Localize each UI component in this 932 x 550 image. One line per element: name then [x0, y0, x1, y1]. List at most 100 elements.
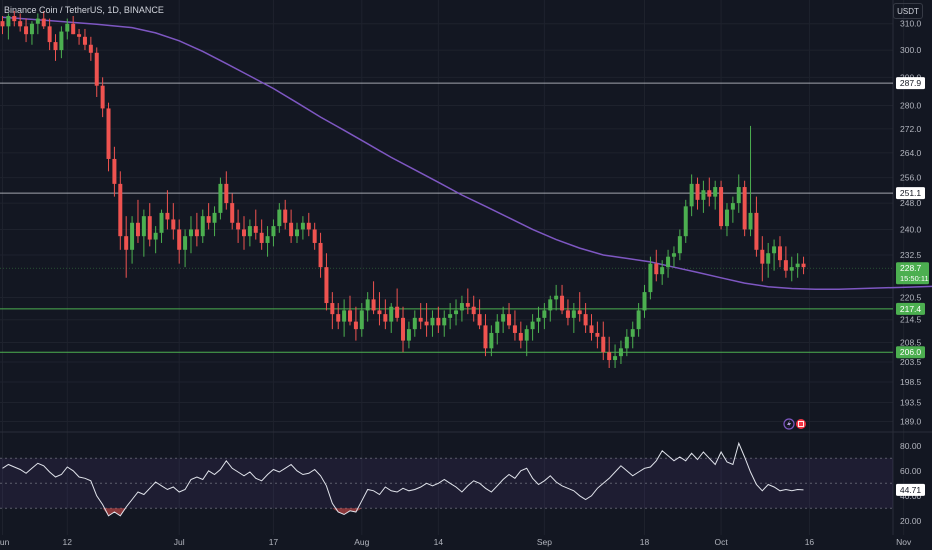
candle-up [677, 229, 682, 261]
candle-up [454, 299, 459, 326]
candle-body [165, 212, 170, 220]
candle-up [683, 199, 688, 243]
candle-up [489, 325, 494, 357]
rsi-oversold-fill [108, 508, 115, 516]
candle-body [41, 18, 46, 27]
candle-down [424, 303, 429, 337]
candle-body [760, 249, 765, 264]
candle-body [324, 267, 329, 304]
candle-down [165, 190, 170, 230]
candle-down [477, 299, 482, 330]
candle-up [153, 226, 158, 254]
candle-body [383, 314, 388, 322]
candle-body [200, 216, 205, 237]
candle-body [348, 310, 353, 322]
candle-body [542, 310, 547, 318]
candle-down [106, 102, 111, 172]
candle-up [159, 209, 164, 243]
candle-body [47, 26, 52, 43]
candle-down [742, 180, 747, 237]
candle-up [618, 340, 623, 365]
candle-up [548, 295, 553, 322]
candle-body [77, 34, 82, 37]
candle-down [589, 314, 594, 341]
candle-up [29, 21, 34, 45]
candle-body [82, 36, 87, 45]
candle-body [141, 216, 146, 237]
price-tick-label: 208.5 [900, 338, 922, 348]
candle-down [324, 253, 329, 311]
candle-body [406, 329, 411, 341]
price-tick-label: 198.5 [900, 377, 922, 387]
candle-up [200, 209, 205, 243]
price-tag-resistance: 287.9 [896, 77, 925, 90]
candle-body [118, 183, 123, 237]
candle-down [565, 299, 570, 326]
candle-body [212, 212, 217, 223]
candle-up [748, 125, 753, 237]
candle-body [395, 306, 400, 318]
candle-body [772, 246, 777, 254]
time-axis[interactable]: 15Jun12Jul17Aug14Sep18Oct16Nov13Dec18 [0, 537, 932, 547]
candle-body [418, 317, 423, 322]
candle-down [100, 77, 105, 118]
price-tick-label: 193.5 [900, 398, 922, 408]
candle-up [6, 13, 11, 40]
candle-body [530, 321, 535, 330]
candle-up [212, 206, 217, 237]
candle-up [459, 295, 464, 322]
candle-body [12, 16, 17, 22]
candle-body [471, 306, 476, 315]
candle-body [29, 23, 34, 35]
currency-button[interactable]: USDT [893, 3, 923, 19]
candle-up [736, 174, 741, 213]
candle-body [618, 348, 623, 357]
price-tag-bg [896, 302, 925, 315]
candle-up [766, 242, 771, 278]
candle-down [171, 203, 176, 240]
price-tags: 287.9 251.1 217.4 206.0 228.715:50:11 44.71 [896, 77, 929, 496]
candle-down [336, 303, 341, 330]
candle-body [695, 183, 700, 200]
candle-up [265, 226, 270, 257]
price-tag-resistance: 251.1 [896, 187, 925, 200]
candle-up [666, 249, 671, 278]
candle-up [389, 303, 394, 333]
candle-body [18, 21, 23, 27]
candle-body [777, 246, 782, 261]
horizontal-lines[interactable] [0, 82, 893, 353]
candle-up [713, 180, 718, 210]
candle-down [53, 34, 58, 61]
chart-icons[interactable] [783, 418, 806, 430]
candle-down [507, 303, 512, 330]
candle-up [430, 310, 435, 337]
candle-body [112, 158, 117, 184]
candle-body [147, 216, 152, 240]
candle-up [342, 299, 347, 337]
candle-down [206, 203, 211, 230]
candle-body [795, 263, 800, 268]
candle-up [271, 219, 276, 247]
candle-body [0, 21, 5, 27]
candle-up [406, 321, 411, 349]
candle-down [353, 306, 358, 341]
candle-down [395, 288, 400, 322]
candle-down [194, 212, 199, 247]
candle-body [106, 108, 111, 159]
grid-lines [0, 0, 932, 535]
candle-body [495, 321, 500, 333]
candle-body [71, 23, 76, 35]
candlesticks [0, 10, 806, 368]
time-tick-label: Nov [896, 537, 912, 547]
price-tick-label: 203.5 [900, 357, 922, 367]
candle-body [300, 222, 305, 230]
candle-up [571, 303, 576, 333]
candle-body [459, 303, 464, 311]
candle-up [59, 26, 64, 59]
candle-down [12, 10, 17, 27]
candle-down [41, 10, 46, 29]
rsi-oversold-fill [344, 508, 351, 515]
rsi-oversold-fill [114, 508, 121, 516]
candle-up [772, 239, 777, 271]
